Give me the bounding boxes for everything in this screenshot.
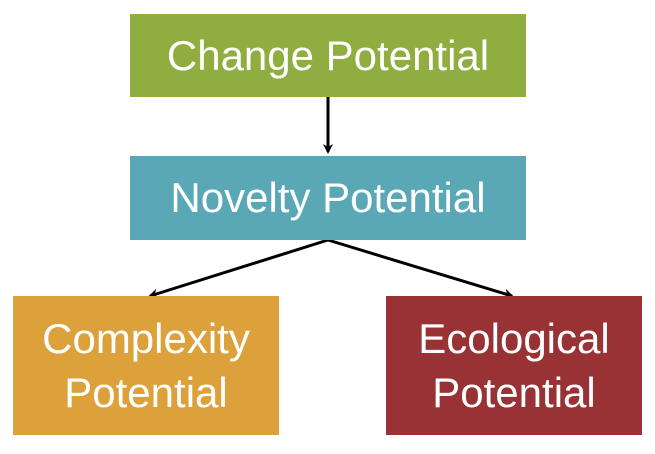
node-change-potential-label: Change Potential (166, 31, 490, 79)
node-complexity-line2: Potential (64, 368, 228, 416)
arrow-novelty-to-complexity (148, 238, 329, 299)
node-ecological-potential-label: Ecological Potential (418, 312, 609, 420)
node-ecological-potential: Ecological Potential (386, 296, 642, 435)
node-change-potential: Change Potential (130, 14, 526, 97)
node-complexity-potential-label: Complexity Potential (42, 312, 250, 420)
node-novelty-potential-label: Novelty Potential (170, 174, 486, 222)
arrow-novelty-to-ecological (327, 238, 514, 299)
node-complexity-potential: Complexity Potential (13, 296, 279, 435)
node-novelty-potential: Novelty Potential (130, 156, 526, 240)
node-complexity-line1: Complexity (42, 314, 250, 362)
node-ecological-line1: Ecological (418, 314, 610, 362)
node-ecological-line2: Potential (432, 368, 596, 416)
